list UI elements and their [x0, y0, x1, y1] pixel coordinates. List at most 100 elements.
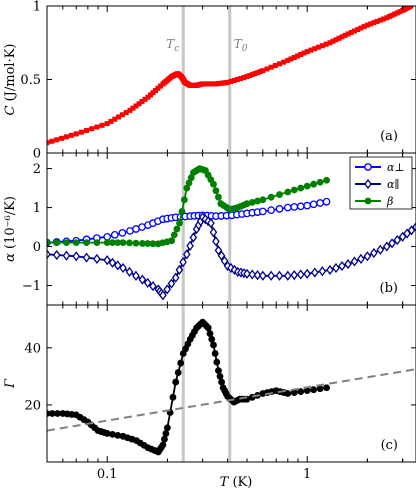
point-c-0-37 [174, 369, 182, 376]
series-group-b [47, 165, 416, 301]
point-b-1-48 [259, 270, 267, 281]
point-c-0-16 [109, 431, 116, 438]
point-a-0-133 [386, 14, 392, 20]
point-c-0-83 [297, 388, 305, 395]
point-b-1-9 [119, 262, 127, 274]
point-b-1-57 [326, 264, 334, 276]
point-b-2-7 [109, 239, 116, 247]
point-b-2-4 [83, 239, 90, 247]
point-a-0-14 [112, 116, 118, 122]
legend-marker-2 [364, 197, 372, 205]
point-b-2-36 [210, 180, 217, 188]
point-b-2-11 [132, 239, 140, 247]
point-a-0-18 [127, 107, 133, 113]
point-b-2-14 [149, 240, 157, 248]
point-b-2-50 [254, 197, 261, 205]
point-b-1-47 [253, 270, 262, 281]
point-a-0-90 [244, 74, 250, 80]
point-b-1-53 [296, 269, 305, 280]
vline-label-0: Tc [166, 37, 179, 54]
point-a-0-22 [139, 99, 145, 105]
point-b-1-61 [350, 256, 359, 267]
xtick-label-1: 1 [303, 467, 311, 482]
panel-tag-c: (c) [381, 438, 398, 453]
point-c-0-59 [218, 378, 225, 386]
point-c-0-86 [316, 385, 324, 393]
point-b-1-58 [332, 262, 340, 274]
point-b-0-6 [103, 232, 112, 241]
point-a-0-123 [355, 27, 361, 33]
point-a-0-96 [260, 68, 266, 74]
point-a-0-134 [389, 12, 395, 18]
point-b-2-0 [47, 239, 51, 247]
point-a-0-110 [312, 46, 318, 52]
point-b-1-6 [103, 255, 112, 266]
point-a-0-84 [225, 79, 231, 85]
point-b-0-42 [303, 201, 312, 210]
point-b-1-67 [388, 238, 396, 249]
point-b-1-24 [182, 249, 191, 260]
point-a-0-4 [63, 134, 69, 140]
point-a-0-101 [281, 59, 287, 65]
point-c-0-58 [216, 372, 224, 380]
point-b-2-26 [187, 174, 195, 182]
point-a-0-8 [84, 127, 90, 133]
point-b-1-18 [159, 290, 167, 301]
point-b-1-69 [398, 231, 407, 242]
panel-b: −1 0 1 2 (b) α (10⁻⁶/K) α⊥ α∥ β [3, 152, 416, 306]
point-b-1-25 [186, 240, 194, 251]
point-a-0-86 [231, 77, 237, 83]
point-a-0-91 [247, 73, 253, 79]
point-b-1-63 [363, 251, 372, 262]
point-a-0-125 [361, 24, 367, 30]
point-b-1-35 [212, 236, 220, 247]
point-b-2-23 [180, 196, 188, 204]
point-b-1-21 [171, 272, 180, 283]
point-b-1-55 [310, 267, 319, 278]
point-a-0-12 [104, 121, 110, 127]
point-a-0-103 [288, 56, 294, 62]
y-axis-label-c: Γ [3, 378, 18, 389]
point-a-0-102 [285, 57, 291, 63]
point-b-1-59 [338, 260, 346, 272]
point-b-2-38 [214, 193, 222, 201]
point-b-2-21 [176, 219, 183, 227]
point-b-0-8 [118, 229, 127, 237]
point-b-0-45 [322, 197, 331, 206]
point-a-0-132 [384, 15, 390, 21]
point-b-2-53 [276, 191, 283, 198]
point-b-2-58 [310, 180, 318, 188]
point-a-0-115 [330, 38, 336, 44]
point-b-1-64 [370, 247, 378, 259]
point-b-2-19 [170, 231, 178, 239]
point-c-0-51 [204, 324, 212, 332]
point-b-1-72 [412, 221, 416, 233]
point-b-1-56 [318, 266, 327, 277]
series-c-1-line [47, 368, 416, 432]
point-b-1-19 [163, 284, 172, 295]
point-b-1-51 [283, 270, 292, 281]
point-a-0-122 [351, 28, 357, 34]
ytick-label-a-1: 0.5 [20, 73, 41, 88]
point-a-0-87 [234, 77, 240, 82]
point-b-1-13 [143, 277, 152, 288]
point-a-0-11 [99, 122, 105, 128]
point-a-0-136 [394, 10, 400, 16]
series-group-c [47, 318, 416, 456]
point-b-1-46 [248, 269, 257, 280]
point-c-0-17 [114, 431, 122, 439]
point-b-2-37 [212, 187, 220, 195]
point-b-1-22 [175, 264, 184, 276]
y-axis-label-a: C (J/mol·K) [3, 44, 18, 116]
point-a-0-120 [345, 31, 351, 37]
point-b-0-7 [110, 230, 119, 239]
point-a-0-131 [381, 16, 387, 22]
xtick-label-0: 0.1 [97, 467, 118, 482]
point-b-2-9 [119, 239, 127, 247]
point-b-2-3 [72, 239, 80, 247]
point-c-0-54 [210, 341, 217, 349]
point-b-1-65 [376, 244, 385, 255]
series-group-a [47, 6, 414, 146]
point-c-0-2 [54, 410, 61, 417]
